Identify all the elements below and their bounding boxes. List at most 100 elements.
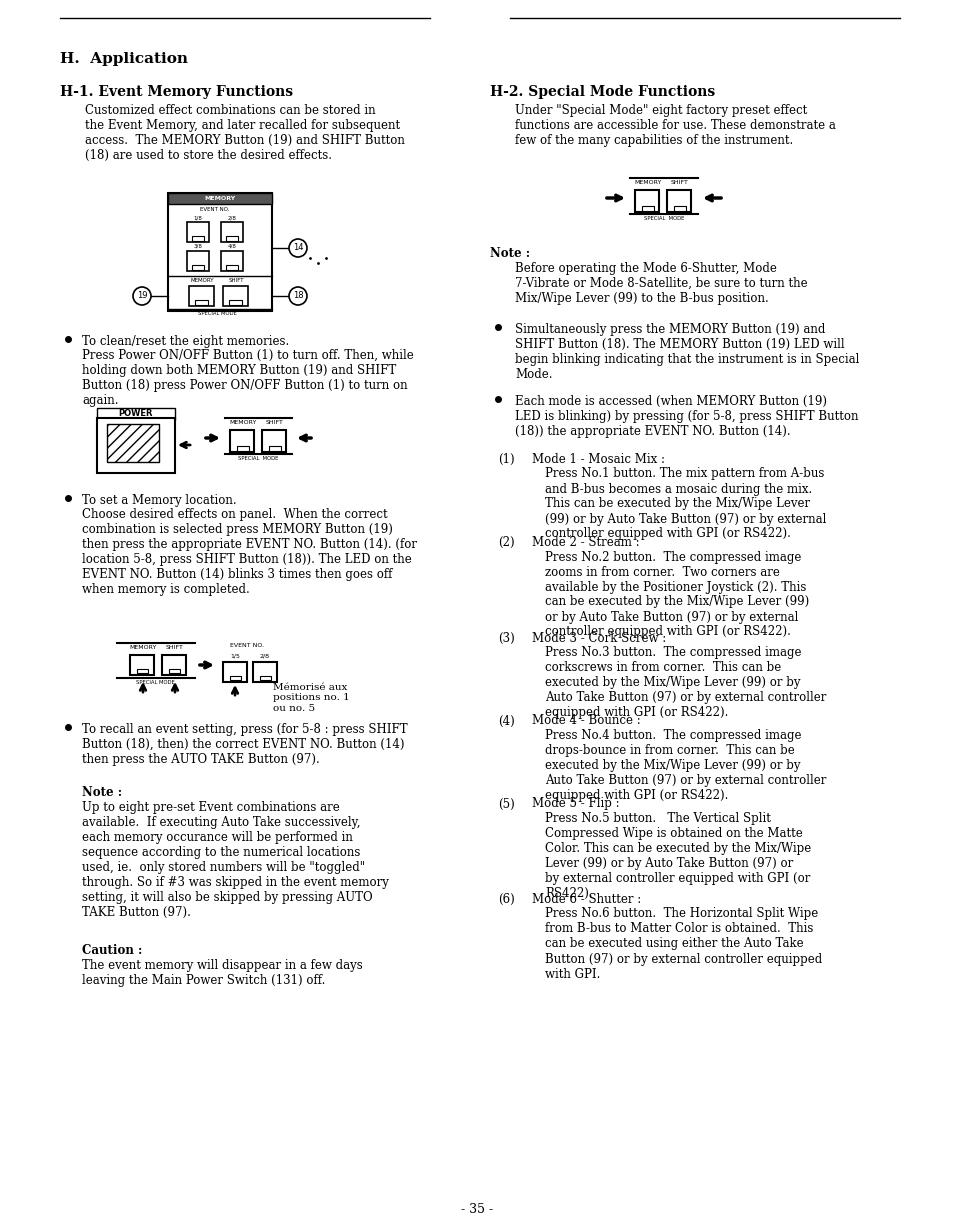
Circle shape [289, 287, 307, 305]
Text: Under "Special Mode" eight factory preset effect
functions are accessible for us: Under "Special Mode" eight factory prese… [515, 104, 835, 147]
Text: H.  Application: H. Application [60, 53, 188, 66]
Text: Press No.3 button.  The compressed image
corkscrews in from corner.  This can be: Press No.3 button. The compressed image … [544, 646, 825, 719]
Bar [221, 251, 243, 272]
Bar [97, 418, 174, 473]
Bar [223, 662, 247, 682]
Text: H-1. Event Memory Functions: H-1. Event Memory Functions [60, 86, 293, 99]
Bar [130, 656, 153, 675]
Text: MEMORY: MEMORY [130, 645, 156, 649]
Circle shape [289, 238, 307, 257]
Bar [260, 676, 271, 680]
Bar [230, 430, 253, 453]
Bar [666, 190, 690, 212]
Text: (4): (4) [497, 714, 515, 728]
Text: Choose desired effects on panel.  When the correct
combination is selected press: Choose desired effects on panel. When th… [82, 508, 416, 596]
Bar [229, 300, 242, 305]
Bar [169, 669, 180, 673]
Bar [187, 251, 209, 272]
Text: (6): (6) [497, 893, 515, 906]
Text: Mode 1 - Mosaic Mix :: Mode 1 - Mosaic Mix : [532, 453, 664, 466]
Bar [226, 236, 237, 241]
Bar [221, 223, 243, 242]
Text: Mémorisé aux
positions no. 1
ou no. 5: Mémorisé aux positions no. 1 ou no. 5 [273, 682, 350, 713]
Text: Press No.2 button.  The compressed image
zooms in from corner.  Two corners are
: Press No.2 button. The compressed image … [544, 550, 808, 638]
Text: Mode 4 - Bounce :: Mode 4 - Bounce : [532, 714, 640, 728]
Text: SHIFT: SHIFT [266, 419, 284, 426]
Bar [162, 656, 186, 675]
Bar [236, 446, 249, 451]
Bar [168, 193, 272, 204]
Text: To recall an event setting, press (for 5-8 : press SHIFT
Button (18), then) the : To recall an event setting, press (for 5… [82, 723, 407, 766]
Text: 4/8: 4/8 [228, 245, 236, 249]
Text: SHIFT: SHIFT [166, 645, 184, 649]
Text: H-2. Special Mode Functions: H-2. Special Mode Functions [490, 86, 715, 99]
Text: (3): (3) [497, 631, 515, 645]
Text: (2): (2) [497, 536, 514, 549]
Text: The event memory will disappear in a few days
leaving the Main Power Switch (131: The event memory will disappear in a few… [82, 959, 362, 987]
Text: To clean/reset the eight memories.: To clean/reset the eight memories. [82, 335, 289, 349]
Bar [635, 190, 659, 212]
Text: EVENT NO.: EVENT NO. [200, 207, 230, 212]
Bar [226, 265, 237, 270]
Bar [673, 205, 685, 212]
Text: (5): (5) [497, 797, 515, 811]
Text: MEMORY: MEMORY [204, 196, 235, 201]
Text: Note :: Note : [490, 247, 530, 260]
Text: SHIFT: SHIFT [670, 180, 688, 185]
Bar [194, 300, 208, 305]
Text: Press No.5 button.   The Vertical Split
Compressed Wipe is obtained on the Matte: Press No.5 button. The Vertical Split Co… [544, 812, 810, 900]
Bar [641, 205, 654, 212]
Text: 18: 18 [293, 291, 303, 301]
Text: Press No.4 button.  The compressed image
drops-bounce in from corner.  This can : Press No.4 button. The compressed image … [544, 729, 825, 802]
Text: Mode 6 - Shutter :: Mode 6 - Shutter : [532, 893, 640, 906]
Text: 1/5: 1/5 [230, 653, 240, 658]
Text: 3/8: 3/8 [193, 245, 202, 249]
Text: SPECIAL  MODE: SPECIAL MODE [643, 216, 683, 221]
Bar [223, 286, 248, 306]
Text: MEMORY: MEMORY [190, 278, 213, 283]
Text: Press Power ON/OFF Button (1) to turn off. Then, while
holding down both MEMORY : Press Power ON/OFF Button (1) to turn of… [82, 349, 414, 407]
Bar [107, 424, 159, 462]
Text: SHIFT: SHIFT [228, 278, 244, 283]
Bar [187, 223, 209, 242]
Text: Caution :: Caution : [82, 944, 142, 958]
Text: SPECIAL MODE: SPECIAL MODE [197, 311, 236, 316]
Text: 2/8: 2/8 [260, 653, 270, 658]
Text: Customized effect combinations can be stored in
the Event Memory, and later reca: Customized effect combinations can be st… [85, 104, 404, 161]
Text: MEMORY: MEMORY [634, 180, 661, 185]
Circle shape [132, 287, 151, 305]
Text: (1): (1) [497, 453, 514, 466]
Text: Mode 3 - Cork Screw :: Mode 3 - Cork Screw : [532, 631, 665, 645]
Text: Mode 2 - Stream :: Mode 2 - Stream : [532, 536, 639, 549]
Bar [253, 662, 276, 682]
Text: Each mode is accessed (when MEMORY Button (19)
LED is blinking) by pressing (for: Each mode is accessed (when MEMORY Butto… [515, 395, 858, 438]
Text: POWER: POWER [118, 410, 153, 418]
Text: Simultaneously press the MEMORY Button (19) and
SHIFT Button (18). The MEMORY Bu: Simultaneously press the MEMORY Button (… [515, 323, 859, 382]
Bar [137, 669, 148, 673]
Text: Before operating the Mode 6-Shutter, Mode
7-Vibrate or Mode 8-Satellite, be sure: Before operating the Mode 6-Shutter, Mod… [515, 262, 807, 305]
Text: Mode 5 - Flip :: Mode 5 - Flip : [532, 797, 619, 811]
Bar [269, 446, 281, 451]
Text: 1/8: 1/8 [193, 215, 202, 220]
Text: Up to eight pre-set Event combinations are
available.  If executing Auto Take su: Up to eight pre-set Event combinations a… [82, 801, 389, 918]
Text: 2/8: 2/8 [228, 215, 236, 220]
Text: SPECIAL  MODE: SPECIAL MODE [237, 456, 278, 461]
Text: SPECIAL MODE: SPECIAL MODE [135, 680, 174, 685]
Bar [189, 286, 213, 306]
Text: To set a Memory location.: To set a Memory location. [82, 494, 236, 508]
Bar [97, 408, 174, 419]
Text: Note :: Note : [82, 786, 122, 799]
Bar [192, 236, 204, 241]
Text: - 35 -: - 35 - [460, 1203, 493, 1216]
Text: Press No.1 button. The mix pattern from A-bus
and B-bus becomes a mosaic during : Press No.1 button. The mix pattern from … [544, 467, 825, 541]
Bar [262, 430, 286, 453]
Text: 19: 19 [136, 291, 147, 301]
Text: 14: 14 [293, 243, 303, 252]
Bar [192, 265, 204, 270]
Text: MEMORY: MEMORY [229, 419, 256, 426]
Bar [168, 193, 272, 311]
Text: EVENT NO.: EVENT NO. [230, 643, 264, 648]
Text: Press No.6 button.  The Horizontal Split Wipe
from B-bus to Matter Color is obta: Press No.6 button. The Horizontal Split … [544, 907, 821, 981]
Bar [230, 676, 241, 680]
